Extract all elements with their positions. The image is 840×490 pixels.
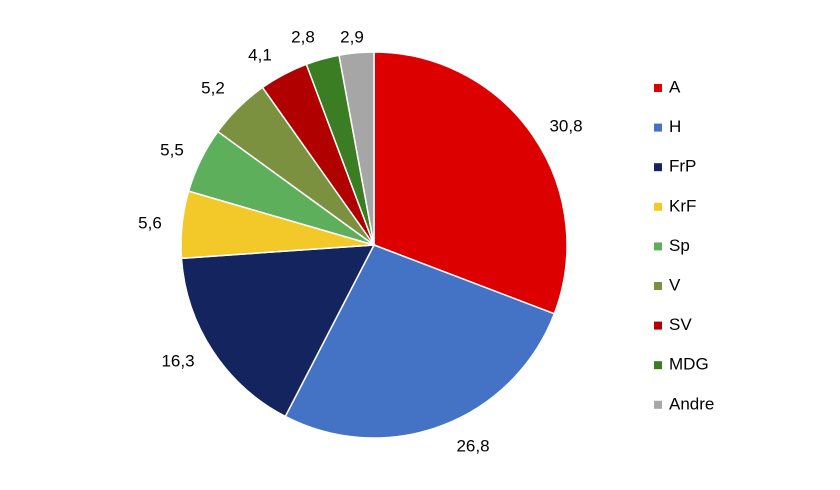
data-label-andre: 2,9 — [340, 27, 364, 46]
legend: A H FrP KrF Sp V SV MDG Andre — [654, 77, 714, 413]
data-labels: 30,8 26,8 16,3 5,6 5,5 5,2 4,1 2,8 2,9 — [138, 27, 582, 455]
legend-swatch — [654, 123, 662, 132]
legend-item-sp: Sp — [654, 236, 690, 255]
legend-item-frp: FrP — [654, 157, 696, 176]
data-label-sv: 4,1 — [248, 45, 272, 64]
data-label-v: 5,2 — [201, 78, 225, 97]
pie-slice-h — [284, 244, 556, 439]
legend-label: SV — [669, 315, 692, 334]
pie-slice-andre — [338, 51, 375, 246]
legend-item-krf: KrF — [654, 196, 696, 215]
pie-slices — [180, 51, 568, 439]
legend-item-mdg: MDG — [654, 355, 709, 374]
data-label-sp: 5,5 — [160, 140, 184, 159]
legend-swatch — [654, 361, 662, 370]
legend-label: V — [669, 275, 681, 294]
legend-label: FrP — [669, 157, 696, 176]
legend-label: A — [669, 77, 681, 96]
data-label-h: 26,8 — [456, 436, 489, 455]
legend-label: H — [669, 117, 681, 136]
legend-swatch — [654, 84, 662, 92]
legend-label: Andre — [669, 394, 714, 413]
legend-swatch — [654, 242, 662, 251]
legend-item-h: H — [654, 117, 681, 136]
legend-swatch — [654, 321, 662, 330]
data-label-krf: 5,6 — [138, 213, 162, 232]
pie-slice-frp — [180, 244, 376, 418]
legend-label: Sp — [669, 236, 690, 255]
legend-item-andre: Andre — [654, 394, 714, 413]
legend-label: KrF — [669, 196, 696, 215]
data-label-mdg: 2,8 — [291, 27, 315, 46]
legend-swatch — [654, 202, 662, 211]
legend-swatch — [654, 400, 662, 409]
data-label-frp: 16,3 — [161, 351, 194, 370]
legend-item-a: A — [654, 77, 681, 96]
legend-label: MDG — [669, 355, 709, 374]
legend-item-sv: SV — [654, 315, 692, 334]
legend-swatch — [654, 282, 662, 290]
pie-slice-a — [373, 51, 568, 315]
legend-item-v: V — [654, 275, 681, 294]
data-label-a: 30,8 — [549, 116, 582, 135]
legend-swatch — [654, 163, 662, 172]
